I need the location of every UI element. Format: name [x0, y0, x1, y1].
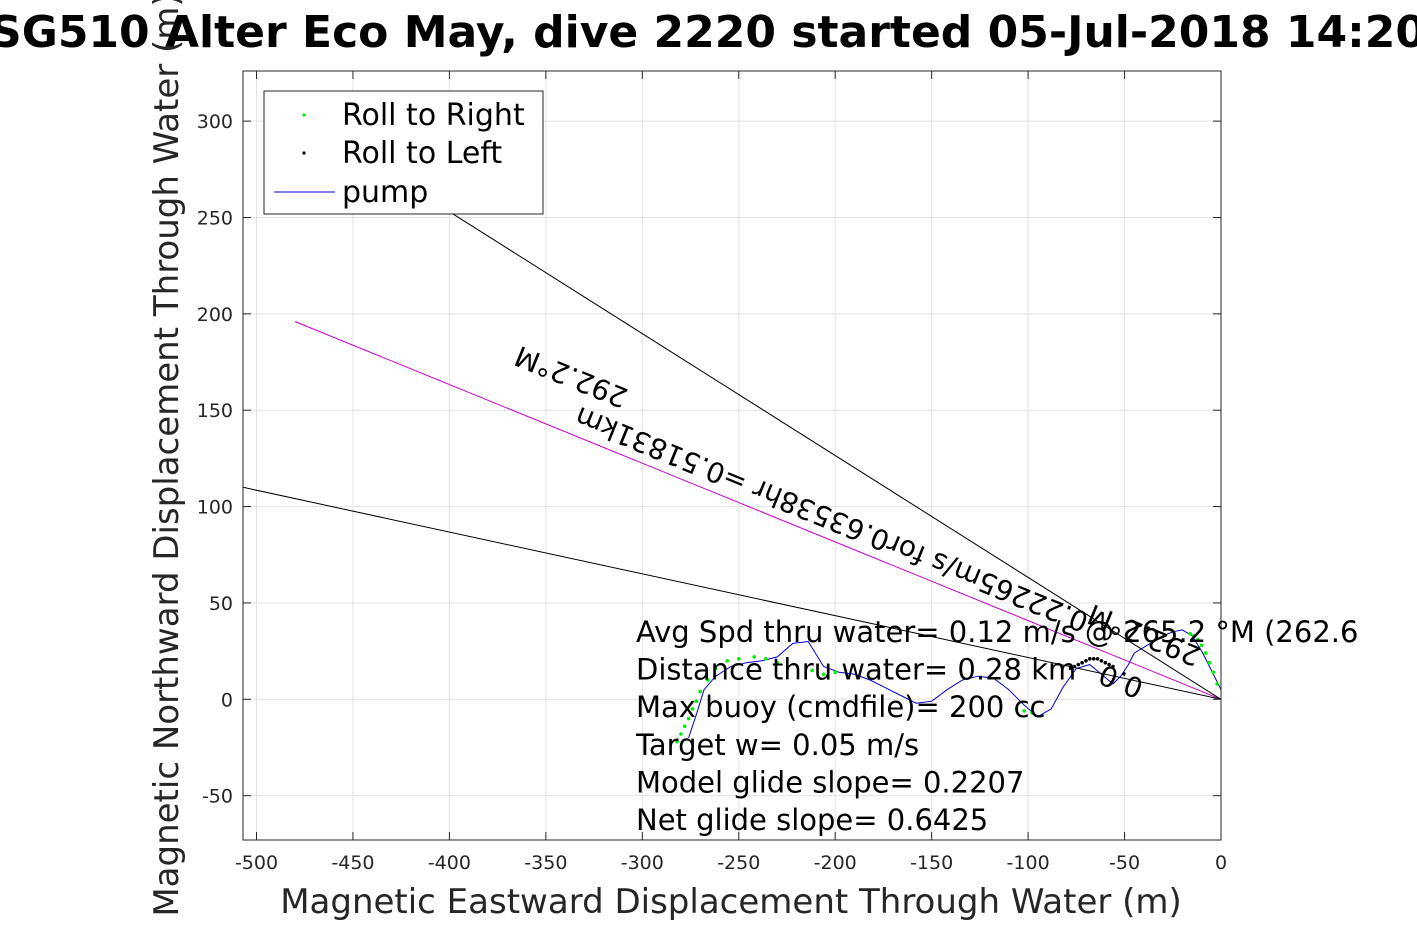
data-point-roll-to-right	[810, 668, 814, 673]
data-point-roll-to-right	[682, 724, 687, 729]
data-point-roll-to-left	[1084, 659, 1088, 663]
legend: Roll to Right Roll to Left pump	[263, 90, 544, 215]
data-point-roll-to-right	[1192, 633, 1196, 638]
series-line-heading	[294, 321, 1221, 700]
data-point-roll-to-left	[1080, 660, 1084, 665]
y-tick-label: 0	[221, 689, 233, 711]
data-point-roll-to-left	[1068, 666, 1073, 671]
data-point-roll-to-left	[1103, 660, 1108, 665]
data-point-roll-to-right	[1215, 682, 1219, 686]
data-point-roll-to-right	[1203, 651, 1208, 655]
legend-marker-roll-left	[302, 151, 306, 155]
axis-ticks: -500 -450 -400 -350 -300 -250 -200 -150 -100 -50 0…	[197, 71, 1227, 874]
data-point-roll-to-right	[821, 672, 826, 677]
data-point-roll-to-left	[1107, 662, 1111, 667]
y-tick-label: 200	[197, 304, 233, 326]
data-point-roll-to-right	[737, 657, 741, 661]
data-point-roll-to-right	[686, 716, 691, 721]
data-point-roll-to-right	[833, 670, 837, 675]
data-point-roll-to-left	[1095, 657, 1100, 661]
data-point-roll-to-right	[713, 666, 718, 671]
x-tick-label: -100	[1007, 852, 1050, 874]
x-tick-label: 0	[1215, 852, 1227, 874]
y-tick-label: -50	[202, 786, 233, 808]
data-point-roll-to-right	[1014, 707, 1019, 711]
data-point-roll-to-left	[1099, 659, 1104, 663]
data-point-roll-to-right	[1211, 670, 1216, 675]
legend-marker-roll-right	[302, 113, 306, 117]
data-point-roll-to-right	[1030, 711, 1034, 715]
data-point-roll-to-right	[1188, 632, 1192, 636]
legend-label-roll-left: Roll to Left	[342, 136, 502, 171]
data-point-roll-to-left	[1076, 662, 1081, 667]
stats-line: Max buoy (cmdfile)= 200 cc	[636, 690, 1045, 724]
legend-box	[263, 90, 544, 215]
stats-line: Net glide slope= 0.6425	[636, 803, 988, 837]
data-point-roll-to-right	[764, 657, 768, 661]
y-tick-label: 250	[197, 207, 233, 229]
data-point-roll-to-left	[1111, 664, 1115, 669]
x-tick-label: -50	[1109, 852, 1140, 874]
x-tick-label: -200	[814, 852, 857, 874]
x-tick-label: -300	[621, 852, 664, 874]
data-point-roll-to-left	[1088, 657, 1092, 661]
plot-frame	[242, 70, 1222, 841]
stats-box: Avg Spd thru water= 0.12 m/s @ 265.2 °M …	[635, 615, 1358, 837]
legend-label-pump: pump	[342, 175, 428, 210]
x-tick-label: -150	[910, 852, 953, 874]
y-tick-label: 150	[197, 400, 233, 422]
data-point-roll-to-right	[694, 699, 699, 703]
data-point-roll-to-right	[679, 732, 683, 736]
stats-line: Distance thru water= 0.28 km	[636, 653, 1076, 687]
legend-label-roll-right: Roll to Right	[342, 98, 525, 133]
series-line-pump	[688, 629, 1221, 739]
stats-line: Avg Spd thru water= 0.12 m/s @ 265.2 °M …	[636, 615, 1358, 649]
series-layer	[243, 211, 1221, 744]
x-tick-label: -350	[524, 852, 567, 874]
data-point-roll-to-right	[752, 655, 756, 659]
data-point-roll-to-right	[675, 739, 679, 744]
data-point-roll-to-right	[1196, 637, 1200, 642]
chart-title: SG510 Alter Eco May, dive 2220 started 0…	[0, 7, 1417, 58]
series-line-envelope	[449, 211, 1221, 700]
x-axis-label: Magnetic Eastward Displacement Through W…	[280, 882, 1182, 922]
data-point-roll-to-right	[775, 660, 780, 665]
stats-line: Target w= 0.05 m/s	[635, 728, 919, 762]
x-tick-label: -450	[331, 852, 374, 874]
data-point-roll-to-right	[690, 707, 695, 711]
x-tick-label: -500	[235, 852, 278, 874]
data-point-roll-to-right	[698, 689, 702, 694]
data-point-roll-to-right	[1022, 709, 1026, 713]
data-point-roll-to-left	[1091, 657, 1096, 661]
y-tick-label: 300	[197, 111, 233, 133]
data-point-roll-to-right	[1199, 643, 1204, 648]
x-tick-label: -250	[717, 852, 760, 874]
series-line-envelope	[243, 486, 1221, 700]
x-tick-label: -400	[428, 852, 471, 874]
y-tick-label: 100	[197, 497, 233, 519]
data-point-roll-to-right	[1207, 660, 1212, 665]
y-tick-label: 50	[209, 593, 233, 615]
data-point-roll-to-right	[725, 659, 729, 663]
stats-line: Model glide slope= 0.2207	[636, 765, 1024, 799]
data-point-roll-to-right	[706, 678, 710, 682]
y-axis-label: Magnetic Northward Displacement Through …	[147, 0, 187, 917]
